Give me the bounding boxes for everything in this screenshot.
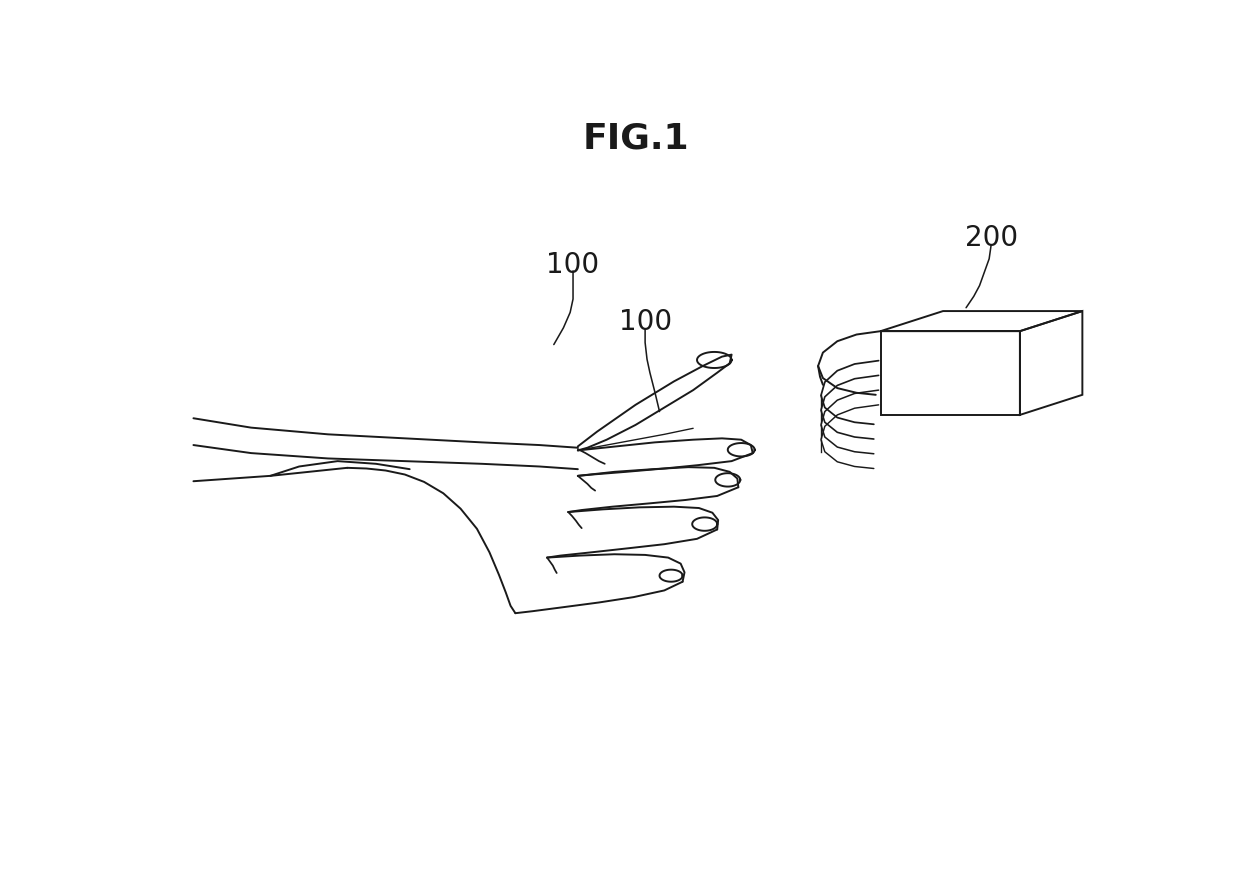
Text: 100: 100	[547, 251, 600, 279]
Text: FIG.1: FIG.1	[583, 121, 688, 155]
Text: 100: 100	[619, 308, 672, 335]
Text: 200: 200	[965, 224, 1018, 252]
